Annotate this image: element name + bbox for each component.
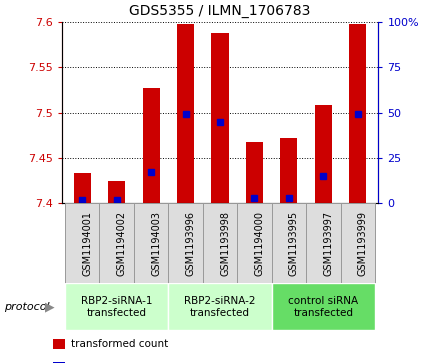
Text: GSM1193998: GSM1193998 <box>220 211 230 276</box>
Text: RBP2-siRNA-2
transfected: RBP2-siRNA-2 transfected <box>184 296 256 318</box>
Bar <box>53 362 65 363</box>
Text: transformed count: transformed count <box>71 339 169 349</box>
Text: ▶: ▶ <box>45 300 55 313</box>
Bar <box>246 143 263 203</box>
Bar <box>280 138 297 203</box>
Bar <box>177 24 194 203</box>
Bar <box>271 283 375 330</box>
Bar <box>169 283 271 330</box>
Bar <box>341 203 375 283</box>
Title: GDS5355 / ILMN_1706783: GDS5355 / ILMN_1706783 <box>129 4 311 18</box>
Text: GSM1193995: GSM1193995 <box>289 211 299 276</box>
Text: GSM1194002: GSM1194002 <box>117 211 127 276</box>
Bar <box>271 203 306 283</box>
Bar <box>203 203 237 283</box>
Bar <box>65 203 99 283</box>
Text: GSM1193996: GSM1193996 <box>186 211 195 276</box>
Text: RBP2-siRNA-1
transfected: RBP2-siRNA-1 transfected <box>81 296 152 318</box>
Bar <box>306 203 341 283</box>
Bar <box>169 203 203 283</box>
Bar <box>108 181 125 203</box>
Bar <box>134 203 169 283</box>
Text: GSM1194003: GSM1194003 <box>151 211 161 276</box>
Bar <box>211 33 229 203</box>
Text: protocol: protocol <box>4 302 50 312</box>
Text: GSM1193999: GSM1193999 <box>358 211 368 276</box>
Text: GSM1193997: GSM1193997 <box>323 211 334 276</box>
Bar <box>349 24 367 203</box>
Text: control siRNA
transfected: control siRNA transfected <box>288 296 358 318</box>
Bar <box>237 203 271 283</box>
Bar <box>315 105 332 203</box>
Bar <box>53 339 65 349</box>
Bar <box>143 88 160 203</box>
Bar <box>99 203 134 283</box>
Bar <box>73 174 91 203</box>
Bar <box>65 283 169 330</box>
Text: GSM1194000: GSM1194000 <box>254 211 264 276</box>
Text: GSM1194001: GSM1194001 <box>82 211 92 276</box>
